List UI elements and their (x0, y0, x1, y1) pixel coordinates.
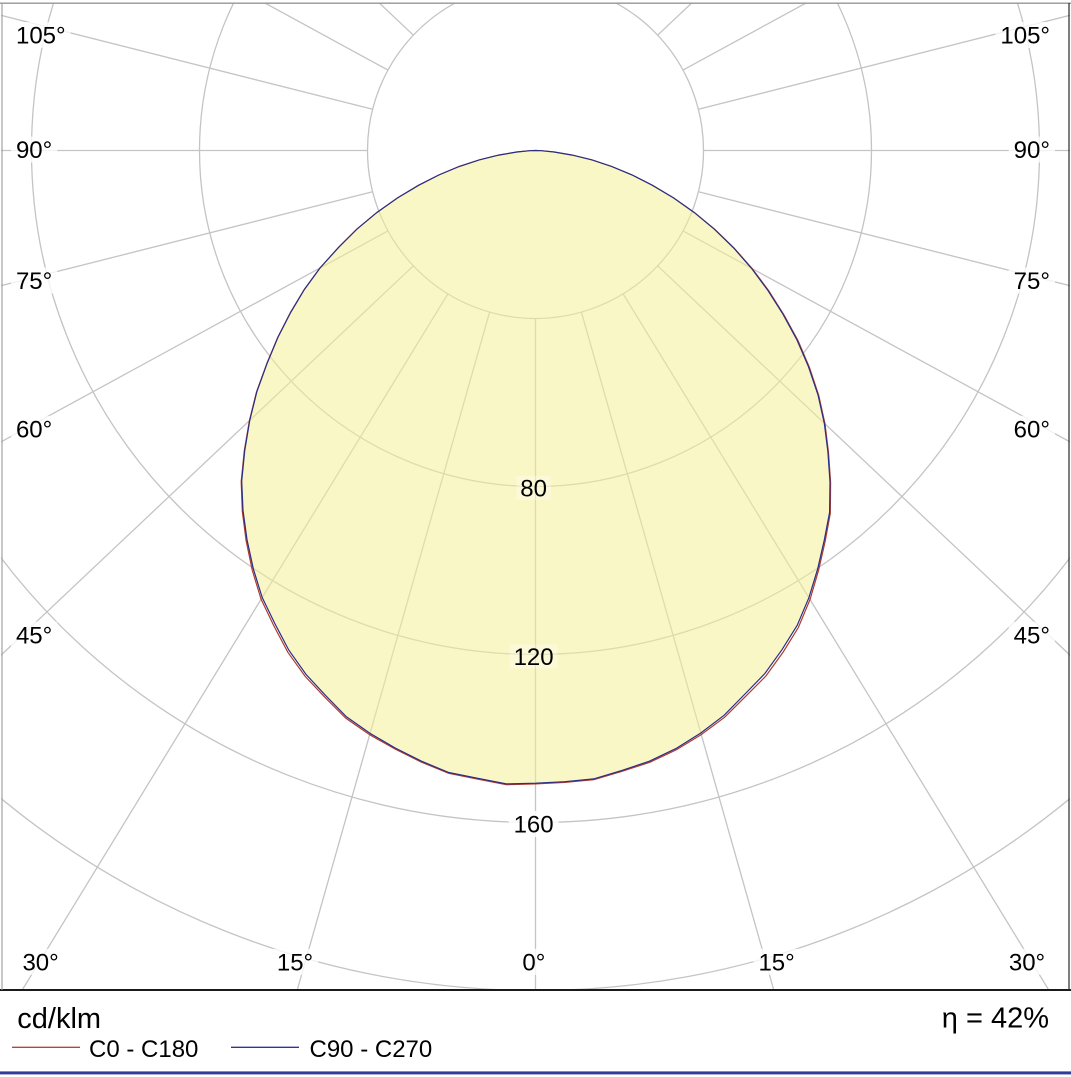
svg-text:C0 - C180: C0 - C180 (89, 1036, 198, 1063)
svg-text:0°: 0° (522, 949, 545, 976)
svg-text:30°: 30° (22, 949, 58, 976)
svg-text:60°: 60° (1014, 416, 1050, 443)
svg-text:105°: 105° (1000, 23, 1050, 50)
svg-text:cd/klm: cd/klm (17, 1003, 101, 1035)
svg-text:45°: 45° (16, 622, 52, 649)
svg-text:75°: 75° (16, 268, 52, 295)
svg-text:30°: 30° (1009, 949, 1045, 976)
svg-text:C90 - C270: C90 - C270 (310, 1036, 433, 1063)
svg-text:45°: 45° (1014, 622, 1050, 649)
svg-text:90°: 90° (1014, 137, 1050, 164)
svg-text:90°: 90° (16, 137, 52, 164)
svg-text:15°: 15° (758, 949, 794, 976)
svg-text:15°: 15° (277, 949, 313, 976)
svg-text:160: 160 (514, 812, 554, 839)
svg-text:105°: 105° (16, 23, 66, 50)
svg-text:η = 42%: η = 42% (942, 1003, 1049, 1035)
svg-text:80: 80 (520, 476, 547, 503)
svg-text:75°: 75° (1014, 268, 1050, 295)
svg-text:120: 120 (514, 644, 554, 671)
svg-text:60°: 60° (16, 416, 52, 443)
